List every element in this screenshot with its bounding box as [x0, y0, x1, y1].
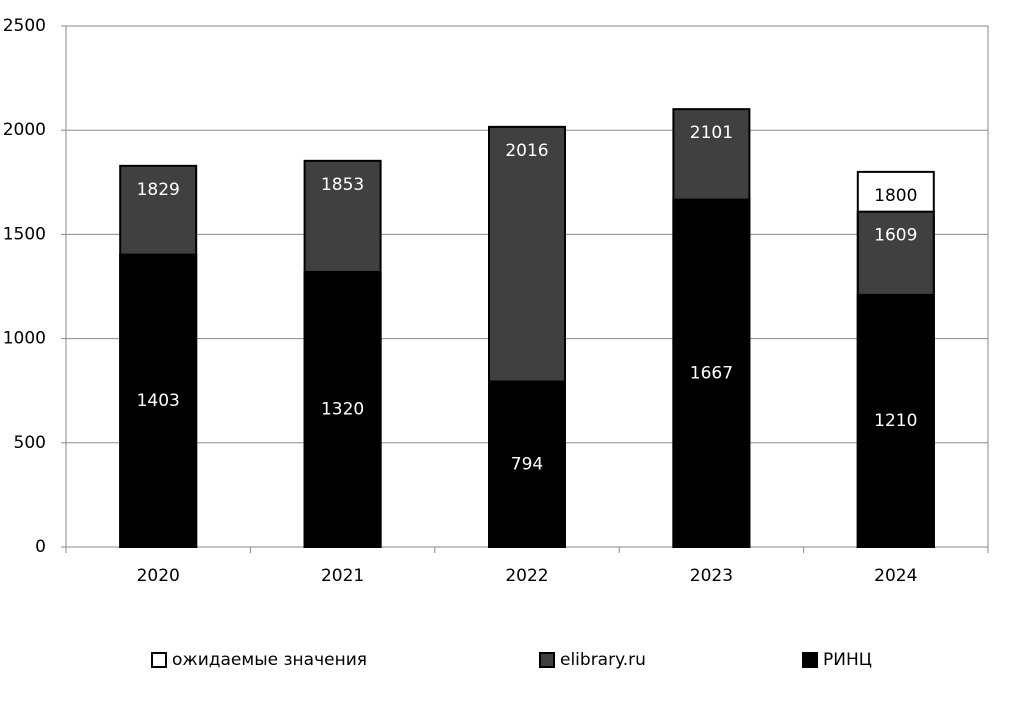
value-label: 1320: [321, 399, 364, 419]
value-label: 2016: [505, 141, 548, 161]
x-tick-label: 2020: [137, 566, 180, 586]
legend-swatch: [802, 652, 818, 668]
legend-label: elibrary.ru: [560, 650, 646, 670]
legend-swatch: [151, 652, 167, 668]
x-tick-label: 2024: [874, 566, 917, 586]
value-label: 794: [511, 454, 543, 474]
value-label: 1210: [874, 411, 917, 431]
value-label: 1829: [137, 180, 180, 200]
legend-label: РИНЦ: [823, 650, 872, 670]
y-tick-label: 0: [35, 537, 46, 557]
value-label: 2101: [690, 123, 733, 143]
value-label: 1853: [321, 175, 364, 195]
bar: [119, 253, 198, 548]
value-label: 1609: [874, 226, 917, 246]
value-label: 1800: [874, 186, 917, 206]
y-tick-label: 1000: [3, 329, 46, 349]
bar: [303, 270, 382, 548]
x-tick-label: 2022: [505, 566, 548, 586]
legend-label: ожидаемые значения: [172, 650, 367, 670]
value-label: 1667: [690, 363, 733, 383]
bar: [856, 293, 935, 548]
y-tick-label: 2000: [3, 120, 46, 140]
bar: [672, 198, 751, 548]
y-tick-label: 1500: [3, 224, 46, 244]
legend-swatch: [539, 652, 555, 668]
y-tick-label: 2500: [3, 16, 46, 36]
value-label: 1403: [137, 391, 180, 411]
y-tick-label: 500: [14, 433, 46, 453]
x-tick-label: 2023: [690, 566, 733, 586]
x-tick-label: 2021: [321, 566, 364, 586]
bar: [488, 380, 566, 548]
